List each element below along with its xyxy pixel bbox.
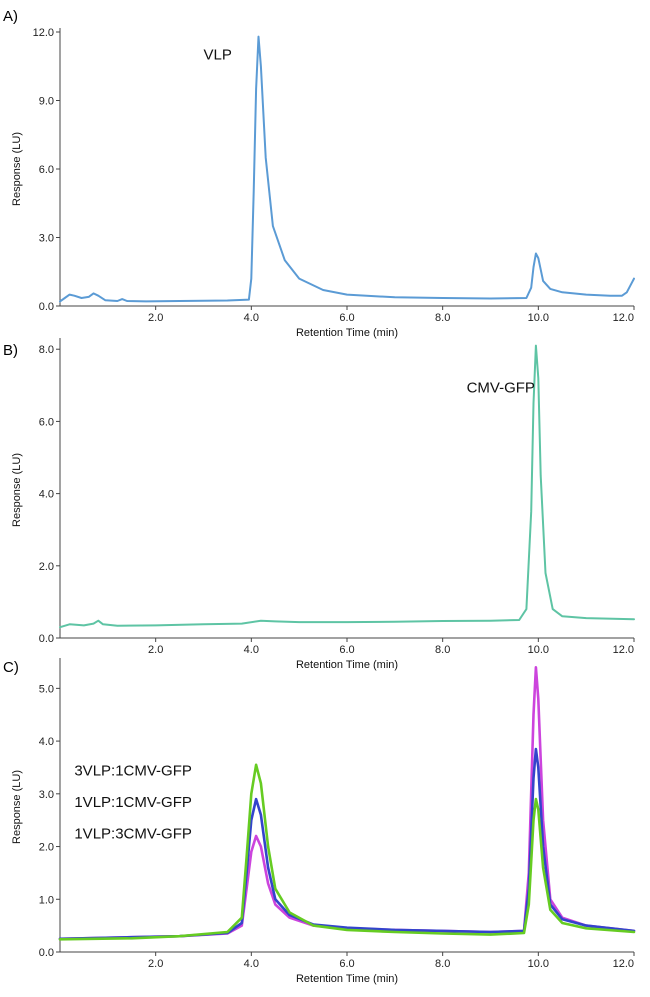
annotation-label: CMV-GFP — [467, 380, 535, 397]
y-tick-label: 0.0 — [39, 633, 54, 645]
y-axis-title: Response (LU) — [11, 453, 23, 527]
x-axis-title: Retention Time (min) — [296, 659, 398, 671]
x-tick-label: 4.0 — [244, 958, 259, 970]
x-tick-label: 6.0 — [339, 312, 354, 324]
series-line-3vlp-1cmv-gfp — [58, 763, 636, 941]
x-axis-title: Retention Time (min) — [296, 327, 398, 339]
y-tick-label: 12.0 — [33, 27, 54, 39]
x-tick-label: 6.0 — [339, 958, 354, 970]
y-axis-title: Response (LU) — [11, 770, 23, 844]
panel-label: C) — [3, 659, 19, 676]
x-tick-label: 2.0 — [148, 644, 163, 656]
y-tick-label: 4.0 — [39, 736, 54, 748]
x-tick-label: 6.0 — [339, 644, 354, 656]
x-tick-label: 10.0 — [528, 312, 549, 324]
y-tick-label: 0.0 — [39, 301, 54, 313]
chart-panel-2: B) 2.0 4.0 6.0 8.0 10.0 12.0 0.0 2.0 4.0 6.0 8.0 Ret… — [3, 338, 635, 671]
annotation-label: 3VLP:1CMV-GFP — [74, 762, 192, 779]
x-tick-label: 4.0 — [244, 312, 259, 324]
x-tick-label: 12.0 — [613, 644, 634, 656]
y-tick-label: 6.0 — [39, 164, 54, 176]
panel-label: B) — [3, 342, 18, 359]
x-tick-label: 2.0 — [148, 312, 163, 324]
x-tick-label: 12.0 — [613, 958, 634, 970]
x-tick-label: 8.0 — [435, 644, 450, 656]
y-tick-label: 8.0 — [39, 344, 54, 356]
annotation-label: 1VLP:1CMV-GFP — [74, 794, 192, 811]
x-tick-label: 4.0 — [244, 644, 259, 656]
y-axis-title: Response (LU) — [11, 132, 23, 206]
x-tick-label: 8.0 — [435, 312, 450, 324]
y-tick-label: 3.0 — [39, 789, 54, 801]
y-tick-label: 3.0 — [39, 233, 54, 245]
y-tick-label: 5.0 — [39, 683, 54, 695]
annotation-label: 1VLP:3CMV-GFP — [74, 826, 192, 843]
chart-panel-1: A) 2.0 4.0 6.0 8.0 10.0 12.0 0.0 3.0 6.0 9.0 12.0 Re… — [3, 8, 635, 339]
y-tick-label: 1.0 — [39, 894, 54, 906]
series-line-vlp — [59, 35, 635, 303]
annotation-label: VLP — [204, 46, 232, 63]
series-line-cmv-gfp — [59, 344, 635, 629]
x-tick-label: 10.0 — [528, 958, 549, 970]
x-tick-label: 2.0 — [148, 958, 163, 970]
panel-label: A) — [3, 8, 18, 25]
x-axis-title: Retention Time (min) — [296, 973, 398, 985]
y-tick-label: 0.0 — [39, 947, 54, 959]
x-tick-label: 12.0 — [613, 312, 634, 324]
y-tick-label: 4.0 — [39, 489, 54, 501]
y-tick-label: 9.0 — [39, 96, 54, 108]
y-tick-label: 2.0 — [39, 561, 54, 573]
chart-panel-3: C) 2.0 4.0 6.0 8.0 10.0 12.0 0.0 1.0 2.0 3.0 4.0 5.0… — [3, 658, 636, 985]
x-tick-label: 8.0 — [435, 958, 450, 970]
x-tick-label: 10.0 — [528, 644, 549, 656]
y-tick-label: 2.0 — [39, 842, 54, 854]
y-tick-label: 6.0 — [39, 416, 54, 428]
